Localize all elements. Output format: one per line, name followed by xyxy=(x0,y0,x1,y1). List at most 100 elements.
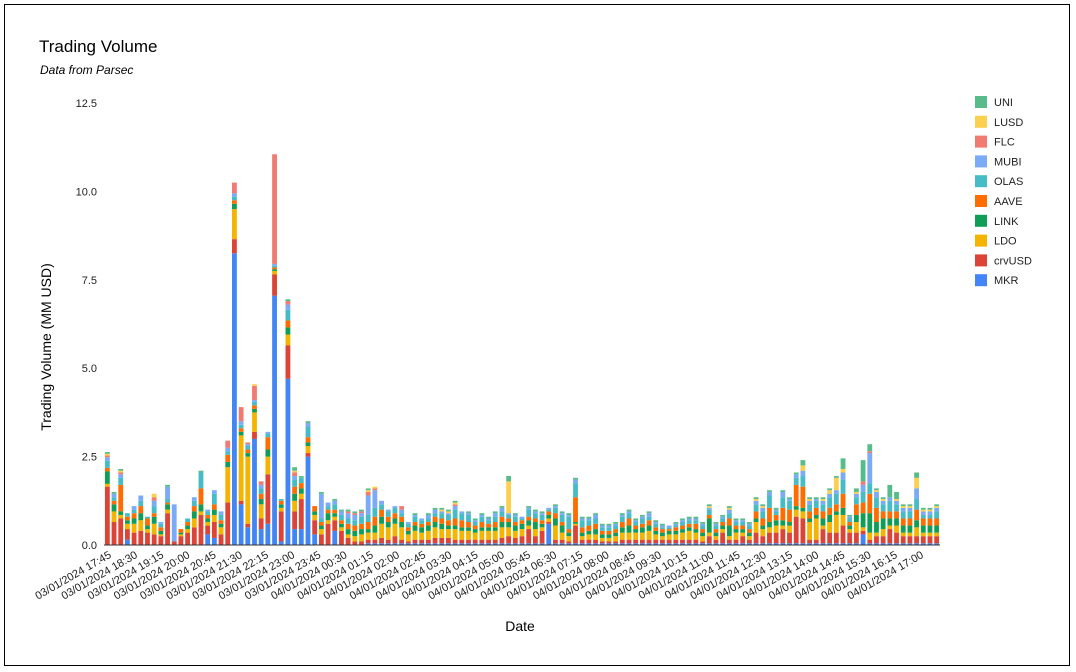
bar-segment-flc xyxy=(118,472,124,475)
bar-segment-mkr xyxy=(606,543,612,545)
bar-segment-link xyxy=(506,522,512,528)
bar-segment-olas xyxy=(298,477,304,484)
bar-segment-olas xyxy=(252,401,257,406)
bar-segment-lusd xyxy=(118,470,124,473)
bar-segment-aave xyxy=(272,267,277,270)
bar-segment-link xyxy=(372,525,378,533)
bar-segment-mubi xyxy=(760,507,766,512)
bar-segment-aave xyxy=(546,511,552,515)
bar-segment-uni xyxy=(713,522,719,524)
bar-segment-flc xyxy=(285,301,291,305)
bar-segment-ldo xyxy=(298,493,304,500)
bar-segment-lusd xyxy=(807,499,812,501)
legend-label-ldo: LDO xyxy=(994,236,1017,248)
bar-segment-link xyxy=(211,509,217,515)
bar-segment-mubi xyxy=(619,514,625,517)
bar-segment-mubi xyxy=(104,457,110,461)
chart-title: Trading Volume xyxy=(39,37,158,56)
bar-segment-uni xyxy=(479,513,485,515)
bar-segment-crvusd xyxy=(706,536,712,544)
bar-segment-link xyxy=(419,527,425,533)
bar-segment-ldo xyxy=(760,529,766,537)
bar-segment-ldo xyxy=(385,527,391,540)
bar-segment-link xyxy=(713,532,719,537)
bar-segment-ldo xyxy=(452,529,458,540)
bar-segment-aave xyxy=(392,513,398,519)
bar-segment-uni xyxy=(432,507,438,510)
bar-segment-mubi xyxy=(225,447,231,452)
bar-segment-aave xyxy=(626,518,632,526)
bar-segment-mkr xyxy=(680,543,685,545)
bar-segment-lusd xyxy=(920,509,926,512)
bar-segment-crvusd xyxy=(131,532,137,545)
bar-segment-olas xyxy=(198,472,204,489)
bar-segment-ldo xyxy=(539,527,545,531)
bar-segment-uni xyxy=(492,511,498,514)
bar-segment-ldo xyxy=(666,534,672,540)
bar-segment-aave xyxy=(894,511,899,519)
bar-segment-olas xyxy=(887,500,893,512)
bar-segment-lusd xyxy=(820,499,826,501)
bar-segment-olas xyxy=(211,493,217,505)
bar-segment-mubi xyxy=(245,444,251,446)
bar-segment-uni xyxy=(673,522,679,524)
bar-segment-link xyxy=(225,461,231,468)
bar-segment-crvusd xyxy=(104,486,110,545)
bar-segment-uni xyxy=(512,513,518,515)
bar-segment-link xyxy=(827,514,833,523)
bar-segment-olas xyxy=(472,522,478,526)
bar-segment-link xyxy=(700,532,705,537)
bar-segment-olas xyxy=(125,513,130,517)
bar-segment-crvusd xyxy=(379,537,384,544)
bar-segment-mkr xyxy=(466,543,471,545)
bar-segment-mkr xyxy=(479,543,485,545)
bar-segment-olas xyxy=(606,527,612,531)
bar-segment-aave xyxy=(412,522,418,526)
bar-segment-olas xyxy=(446,514,451,521)
bar-segment-crvusd xyxy=(666,539,672,544)
bar-segment-mubi xyxy=(686,518,692,521)
bar-segment-uni xyxy=(339,509,344,512)
bar-segment-olas xyxy=(660,527,665,530)
bar-segment-mubi xyxy=(867,453,873,484)
bar-segment-link xyxy=(318,525,324,530)
bar-segment-uni xyxy=(646,511,652,514)
bar-segment-olas xyxy=(613,525,619,530)
bar-segment-link xyxy=(339,523,344,528)
bar-segment-mubi xyxy=(666,525,672,528)
bar-segment-aave xyxy=(425,522,431,526)
bar-segment-olas xyxy=(292,479,298,487)
bar-segment-ldo xyxy=(198,511,204,515)
bar-segment-uni xyxy=(894,491,899,500)
bar-segment-crvusd xyxy=(900,536,906,544)
bar-segment-crvusd xyxy=(760,536,766,544)
bar-segment-ldo xyxy=(432,527,438,538)
bar-segment-aave xyxy=(104,467,110,472)
bar-segment-mubi xyxy=(399,509,405,514)
bar-segment-mubi xyxy=(519,516,525,519)
bar-segment-olas xyxy=(773,511,779,515)
bar-segment-crvusd xyxy=(359,541,364,545)
y-axis: 0.0 2.5 5.0 7.5 10.0 12.5 xyxy=(76,98,97,552)
bar-segment-link xyxy=(847,525,853,530)
bar-segment-ldo xyxy=(927,532,933,537)
y-tick-label: 12.5 xyxy=(76,98,97,110)
bar-segment-ldo xyxy=(820,525,826,530)
bar-segment-link xyxy=(566,532,572,537)
bar-segment-crvusd xyxy=(726,539,732,544)
bar-segment-ldo xyxy=(914,527,919,537)
bar-segment-ldo xyxy=(292,500,298,512)
bar-segment-olas xyxy=(726,513,732,519)
bar-segment-mkr xyxy=(285,378,291,545)
bar-segment-mkr xyxy=(385,543,391,545)
bar-segment-link xyxy=(807,518,812,523)
bar-segment-link xyxy=(232,203,237,210)
bar-segment-ldo xyxy=(151,523,157,535)
bar-segment-link xyxy=(753,518,759,523)
bar-segment-olas xyxy=(352,520,358,526)
bar-segment-olas xyxy=(238,424,244,429)
bar-segment-aave xyxy=(927,518,933,526)
bar-segment-ldo xyxy=(252,412,257,432)
bar-segment-link xyxy=(914,520,919,528)
legend-label-mubi: MUBI xyxy=(994,156,1022,168)
